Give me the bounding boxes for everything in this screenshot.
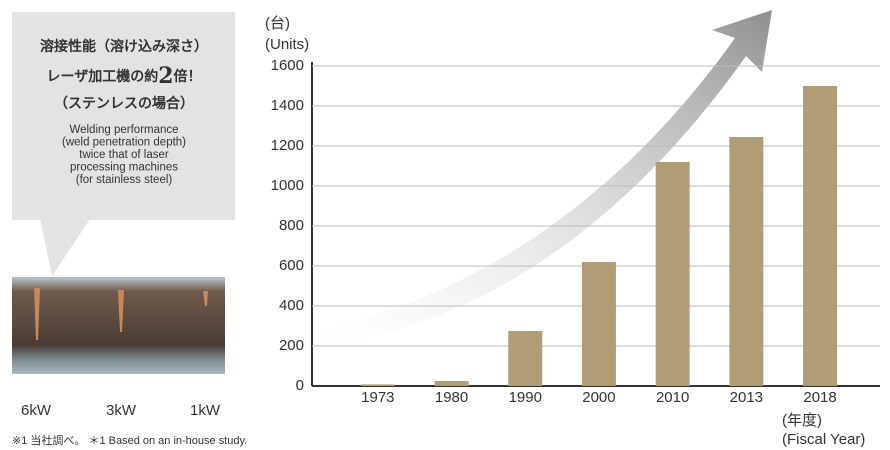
y-tick-label: 1600 [271,57,304,74]
y-tick-label: 600 [279,257,304,274]
x-tick-label: 2018 [803,389,836,406]
headline-part: レーザ加工機の約 [46,68,158,85]
x-axis-label: (年度) [782,412,822,429]
y-axis-label: (台) [265,15,290,32]
callout-pointer [40,219,90,276]
description-line: (weld penetration depth) [62,137,186,149]
y-tick-label: 1400 [271,97,304,114]
weld-bead [34,288,40,340]
description-line: (for stainless steel) [76,174,173,186]
footnote: ※1 当社調べ。 ＊1 Based on an in-house study. [12,433,247,447]
weld-bead [203,291,208,306]
y-tick-label: 1000 [271,177,304,194]
photo-label: 1kW [190,402,221,419]
headline: レーザ加工機の約2倍！ [46,63,201,89]
bar [508,331,543,386]
weld-bead [118,290,124,332]
callout-box [12,12,235,220]
y-tick-label: 800 [279,217,304,234]
description: Welding performance(weld penetration dep… [62,124,186,186]
y-tick-label: 200 [279,337,304,354]
y-axis-label: (Units) [265,36,309,53]
trend-arrow [315,10,772,345]
headline-number: 2 [158,63,173,89]
headline: 溶接性能（溶け込み深さ） [40,38,208,55]
x-tick-label: 2010 [656,389,689,406]
x-axis-label: (Fiscal Year) [782,431,865,448]
bar [581,262,616,386]
photo-label: 6kW [21,402,52,419]
x-tick-label: 1990 [509,389,542,406]
x-tick-label: 2013 [730,389,763,406]
headline-part: 倍！ [174,68,202,85]
bar [655,162,690,386]
y-tick-label: 400 [279,297,304,314]
x-tick-label: 2000 [582,389,615,406]
bar [360,384,395,386]
y-tick-label: 0 [296,377,304,394]
bar [729,137,764,386]
x-tick-label: 1973 [361,389,394,406]
y-tick-label: 1200 [271,137,304,154]
bar [434,381,469,386]
description-line: Welding performance [69,124,178,136]
headline: （ステンレスの場合） [54,95,194,112]
description-line: processing machines [70,162,178,174]
bar [803,86,838,386]
photo-label: 3kW [106,402,137,419]
description-line: twice that of laser [79,149,169,161]
x-tick-label: 1980 [435,389,468,406]
